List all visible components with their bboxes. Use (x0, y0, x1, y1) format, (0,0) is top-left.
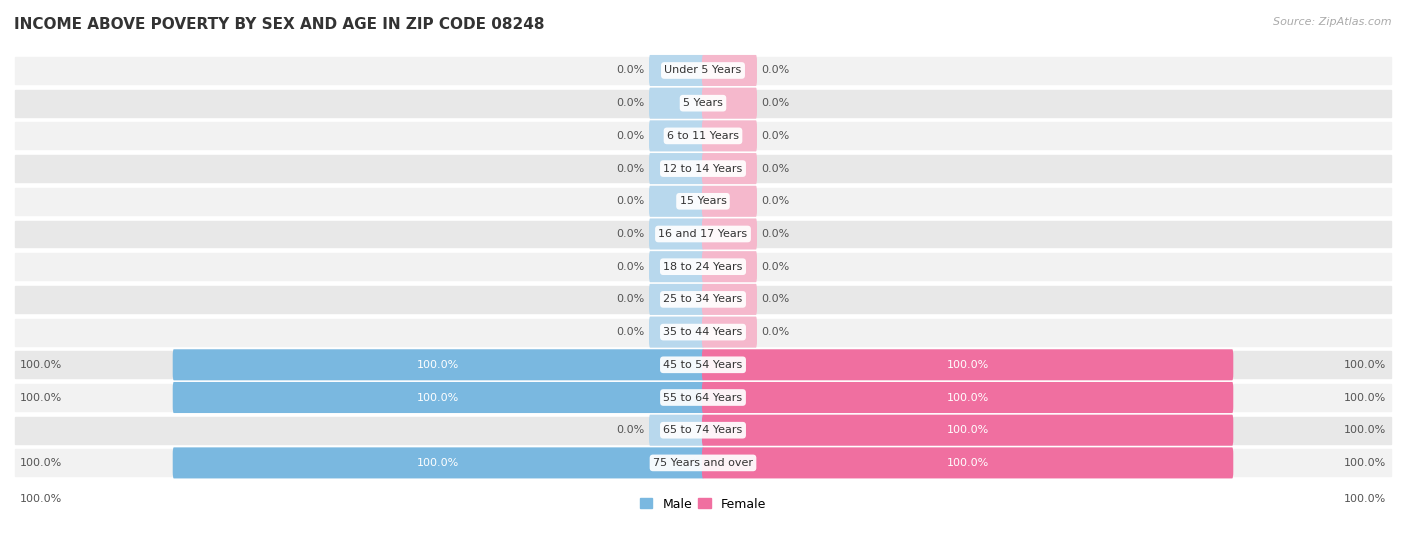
Text: 75 Years and over: 75 Years and over (652, 458, 754, 468)
Text: 100.0%: 100.0% (20, 494, 62, 504)
Bar (15, 122, 1391, 149)
Text: 100.0%: 100.0% (946, 425, 988, 435)
FancyBboxPatch shape (702, 153, 756, 184)
Text: 100.0%: 100.0% (418, 392, 460, 402)
Text: Source: ZipAtlas.com: Source: ZipAtlas.com (1274, 17, 1392, 27)
Text: 0.0%: 0.0% (761, 131, 789, 141)
Text: 6 to 11 Years: 6 to 11 Years (666, 131, 740, 141)
Bar (15, 221, 1391, 248)
FancyBboxPatch shape (702, 415, 1233, 446)
Bar (15, 384, 1391, 411)
Bar (15, 253, 1391, 280)
Text: 100.0%: 100.0% (20, 360, 62, 370)
Text: 0.0%: 0.0% (617, 295, 645, 305)
Text: 0.0%: 0.0% (761, 229, 789, 239)
Text: 100.0%: 100.0% (1344, 494, 1386, 504)
FancyBboxPatch shape (702, 447, 1233, 479)
FancyBboxPatch shape (650, 88, 704, 119)
Text: 15 Years: 15 Years (679, 196, 727, 206)
FancyBboxPatch shape (702, 251, 756, 282)
Text: 0.0%: 0.0% (761, 98, 789, 108)
Text: 0.0%: 0.0% (761, 65, 789, 75)
FancyBboxPatch shape (650, 186, 704, 217)
FancyBboxPatch shape (702, 88, 756, 119)
FancyBboxPatch shape (650, 415, 704, 446)
Text: 100.0%: 100.0% (946, 458, 988, 468)
Text: 0.0%: 0.0% (617, 164, 645, 174)
FancyBboxPatch shape (702, 186, 756, 217)
Bar (15, 319, 1391, 345)
Text: 0.0%: 0.0% (617, 65, 645, 75)
FancyBboxPatch shape (650, 120, 704, 151)
Text: 100.0%: 100.0% (418, 458, 460, 468)
Text: 100.0%: 100.0% (1344, 360, 1386, 370)
Text: 12 to 14 Years: 12 to 14 Years (664, 164, 742, 174)
Bar (15, 352, 1391, 378)
Text: 0.0%: 0.0% (761, 196, 789, 206)
FancyBboxPatch shape (702, 284, 756, 315)
Text: 100.0%: 100.0% (1344, 458, 1386, 468)
Text: 100.0%: 100.0% (1344, 392, 1386, 402)
Text: 35 to 44 Years: 35 to 44 Years (664, 327, 742, 337)
Text: 100.0%: 100.0% (946, 392, 988, 402)
FancyBboxPatch shape (650, 219, 704, 249)
Text: 45 to 54 Years: 45 to 54 Years (664, 360, 742, 370)
FancyBboxPatch shape (650, 316, 704, 348)
Text: 0.0%: 0.0% (617, 229, 645, 239)
Text: 100.0%: 100.0% (20, 458, 62, 468)
FancyBboxPatch shape (650, 55, 704, 86)
Text: 0.0%: 0.0% (761, 295, 789, 305)
FancyBboxPatch shape (173, 382, 704, 413)
Text: 100.0%: 100.0% (1344, 425, 1386, 435)
Text: 0.0%: 0.0% (761, 262, 789, 272)
Text: 0.0%: 0.0% (617, 327, 645, 337)
Text: 0.0%: 0.0% (617, 131, 645, 141)
Bar (15, 155, 1391, 182)
Legend: Male, Female: Male, Female (636, 492, 770, 515)
Text: 0.0%: 0.0% (617, 196, 645, 206)
Text: 0.0%: 0.0% (761, 164, 789, 174)
Bar (15, 286, 1391, 313)
Text: 25 to 34 Years: 25 to 34 Years (664, 295, 742, 305)
Text: 65 to 74 Years: 65 to 74 Years (664, 425, 742, 435)
FancyBboxPatch shape (173, 349, 704, 380)
Bar (15, 449, 1391, 476)
Text: 55 to 64 Years: 55 to 64 Years (664, 392, 742, 402)
FancyBboxPatch shape (702, 120, 756, 151)
Text: 0.0%: 0.0% (761, 327, 789, 337)
FancyBboxPatch shape (702, 382, 1233, 413)
FancyBboxPatch shape (650, 251, 704, 282)
FancyBboxPatch shape (702, 349, 1233, 380)
Text: 100.0%: 100.0% (946, 360, 988, 370)
FancyBboxPatch shape (702, 55, 756, 86)
Bar (15, 417, 1391, 444)
FancyBboxPatch shape (650, 153, 704, 184)
Text: 5 Years: 5 Years (683, 98, 723, 108)
Bar (15, 57, 1391, 84)
Bar (15, 90, 1391, 117)
Text: 0.0%: 0.0% (617, 425, 645, 435)
FancyBboxPatch shape (173, 447, 704, 479)
FancyBboxPatch shape (650, 284, 704, 315)
Text: 16 and 17 Years: 16 and 17 Years (658, 229, 748, 239)
Text: INCOME ABOVE POVERTY BY SEX AND AGE IN ZIP CODE 08248: INCOME ABOVE POVERTY BY SEX AND AGE IN Z… (14, 17, 544, 32)
Text: 18 to 24 Years: 18 to 24 Years (664, 262, 742, 272)
Text: 0.0%: 0.0% (617, 262, 645, 272)
Text: 0.0%: 0.0% (617, 98, 645, 108)
Bar (15, 188, 1391, 215)
Text: 100.0%: 100.0% (418, 360, 460, 370)
Text: Under 5 Years: Under 5 Years (665, 65, 741, 75)
FancyBboxPatch shape (702, 219, 756, 249)
FancyBboxPatch shape (702, 316, 756, 348)
Text: 100.0%: 100.0% (20, 392, 62, 402)
